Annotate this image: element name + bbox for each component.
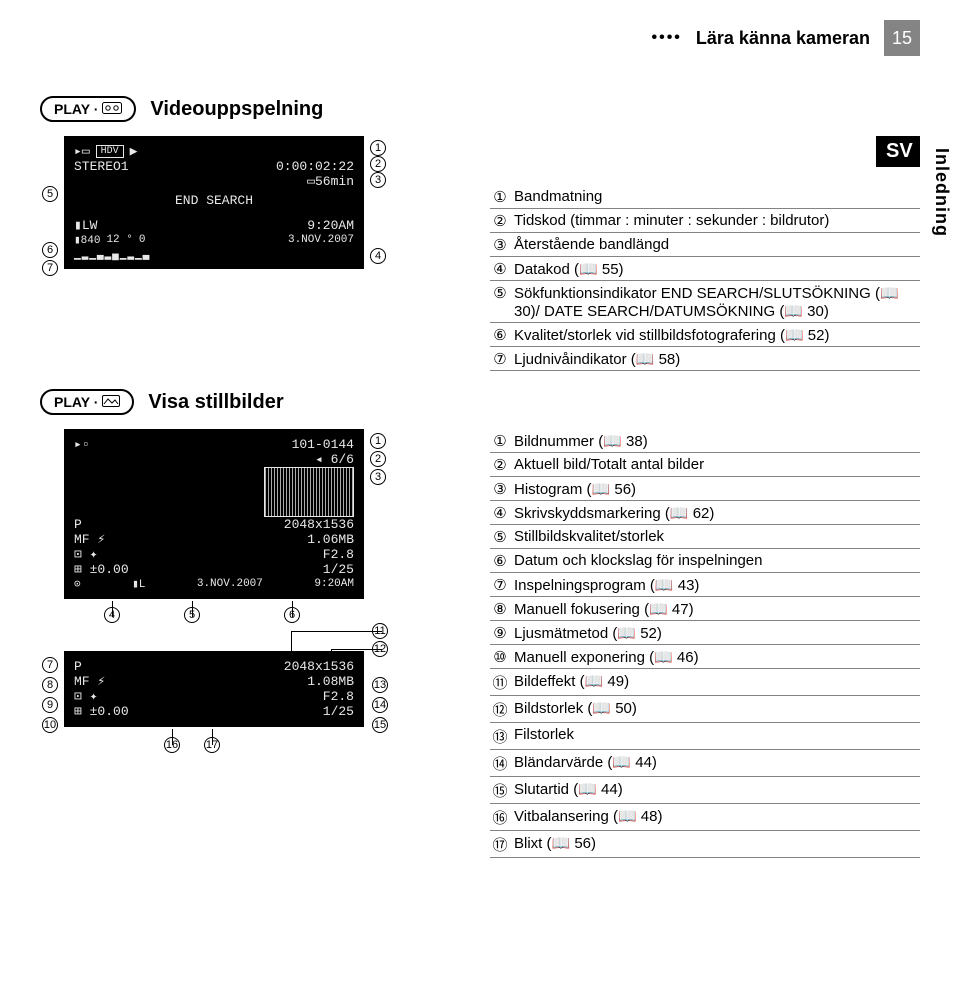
section2-heading-row: PLAY · Visa stillbilder	[40, 389, 920, 415]
list-item: ⑪Bildeffekt (📖 49)	[490, 669, 920, 696]
list-item: ⑯Vitbalansering (📖 48)	[490, 804, 920, 831]
lcd-still2: P2048x1536 MF ⚡1.08MB ⊡ ✦F2.8 ⊞ ±0.001/2…	[64, 651, 364, 727]
lcd-video: ▸▭ HDV ▶ STEREO1 0:00:02:22 ▭56min END S…	[64, 136, 364, 269]
list-item: ③Histogram (📖 56)	[490, 477, 920, 501]
lcd-still1: ▸▫ 101-0144 ◂ 6/6 P2048x1536 MF ⚡1.06MB …	[64, 429, 364, 599]
list-item: ⑨Ljusmätmetod (📖 52)	[490, 621, 920, 645]
list-item: ⑥Datum och klockslag för inspelningen	[490, 549, 920, 573]
list-item: ⑦Ljudnivåindikator (📖 58)	[490, 347, 920, 371]
header-dots: ••••	[652, 29, 682, 47]
list-item: ⑤Sökfunktionsindikator END SEARCH/SLUTSÖ…	[490, 281, 920, 323]
list-item: ③Återstående bandlängd	[490, 233, 920, 257]
histogram-icon	[264, 467, 354, 517]
still-icon	[102, 394, 120, 410]
section1-right: SV ①Bandmatning②Tidskod (timmar : minute…	[490, 136, 920, 371]
list-item: ⑮Slutartid (📖 44)	[490, 777, 920, 804]
side-tab-inledning: Inledning	[929, 140, 954, 245]
list-item: ①Bildnummer (📖 38)	[490, 429, 920, 453]
lcd-video-wrap: 5 6 7 1 2 3 4 ▸▭ HDV ▶ STEREO1 0:00:02:2…	[64, 136, 364, 269]
section2-columns: 1 2 3 4 5 6 ▸▫ 101-0144 ◂ 6/6	[40, 429, 920, 858]
lcd-still2-wrap: 7 8 9 10 11 12 13 14 15 16 17 P2048x1536…	[64, 651, 364, 727]
mode-pill-play-still: PLAY ·	[40, 389, 134, 415]
list-item: ⑧Manuell fokusering (📖 47)	[490, 597, 920, 621]
header-title: Lära känna kameran	[696, 28, 870, 49]
section2-right: ①Bildnummer (📖 38)②Aktuell bild/Totalt a…	[490, 429, 920, 858]
mode-pill-play-tape: PLAY ·	[40, 96, 136, 122]
page-number-badge: 15	[884, 20, 920, 56]
tape-icon	[102, 101, 122, 117]
section1-columns: 5 6 7 1 2 3 4 ▸▭ HDV ▶ STEREO1 0:00:02:2…	[40, 136, 920, 371]
list-item: ⑬Filstorlek	[490, 723, 920, 750]
list-item: ④Datakod (📖 55)	[490, 257, 920, 281]
lcd-still1-wrap: 1 2 3 4 5 6 ▸▫ 101-0144 ◂ 6/6	[64, 429, 364, 599]
section1-heading-row: PLAY · Videouppspelning	[40, 96, 920, 122]
list-item: ⑥Kvalitet/storlek vid stillbildsfotograf…	[490, 323, 920, 347]
list-item: ⑤Stillbildskvalitet/storlek	[490, 525, 920, 549]
list-item: ④Skrivskyddsmarkering (📖 62)	[490, 501, 920, 525]
list-item: ⑰Blixt (📖 56)	[490, 831, 920, 858]
list-item: ②Aktuell bild/Totalt antal bilder	[490, 453, 920, 477]
page-header: •••• Lära känna kameran 15	[40, 20, 920, 56]
list-item: ⑩Manuell exponering (📖 46)	[490, 645, 920, 669]
section1-left: 5 6 7 1 2 3 4 ▸▭ HDV ▶ STEREO1 0:00:02:2…	[40, 136, 470, 269]
section1-title: Videouppspelning	[150, 98, 323, 121]
lang-badge-sv: SV	[876, 136, 920, 167]
list-item: ⑫Bildstorlek (📖 50)	[490, 696, 920, 723]
list-item: ②Tidskod (timmar : minuter : sekunder : …	[490, 209, 920, 233]
section1-list: ①Bandmatning②Tidskod (timmar : minuter :…	[490, 185, 920, 371]
list-item: ⑦Inspelningsprogram (📖 43)	[490, 573, 920, 597]
list-item: ⑭Bländarvärde (📖 44)	[490, 750, 920, 777]
list-item: ①Bandmatning	[490, 185, 920, 209]
section2-title: Visa stillbilder	[148, 391, 283, 414]
section2-left: 1 2 3 4 5 6 ▸▫ 101-0144 ◂ 6/6	[40, 429, 470, 767]
section2-list: ①Bildnummer (📖 38)②Aktuell bild/Totalt a…	[490, 429, 920, 858]
